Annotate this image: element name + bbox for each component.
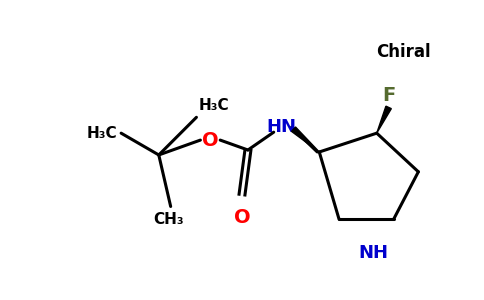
- Text: O: O: [234, 208, 250, 227]
- Text: F: F: [382, 86, 395, 105]
- Text: H₃C: H₃C: [87, 126, 117, 141]
- Text: NH: NH: [359, 244, 389, 262]
- Text: Chiral: Chiral: [376, 43, 431, 61]
- Text: H₃C: H₃C: [198, 98, 229, 113]
- Polygon shape: [291, 127, 319, 152]
- Text: CH₃: CH₃: [153, 212, 184, 227]
- Polygon shape: [377, 106, 392, 133]
- Text: HN: HN: [267, 118, 297, 136]
- Text: O: O: [202, 130, 219, 150]
